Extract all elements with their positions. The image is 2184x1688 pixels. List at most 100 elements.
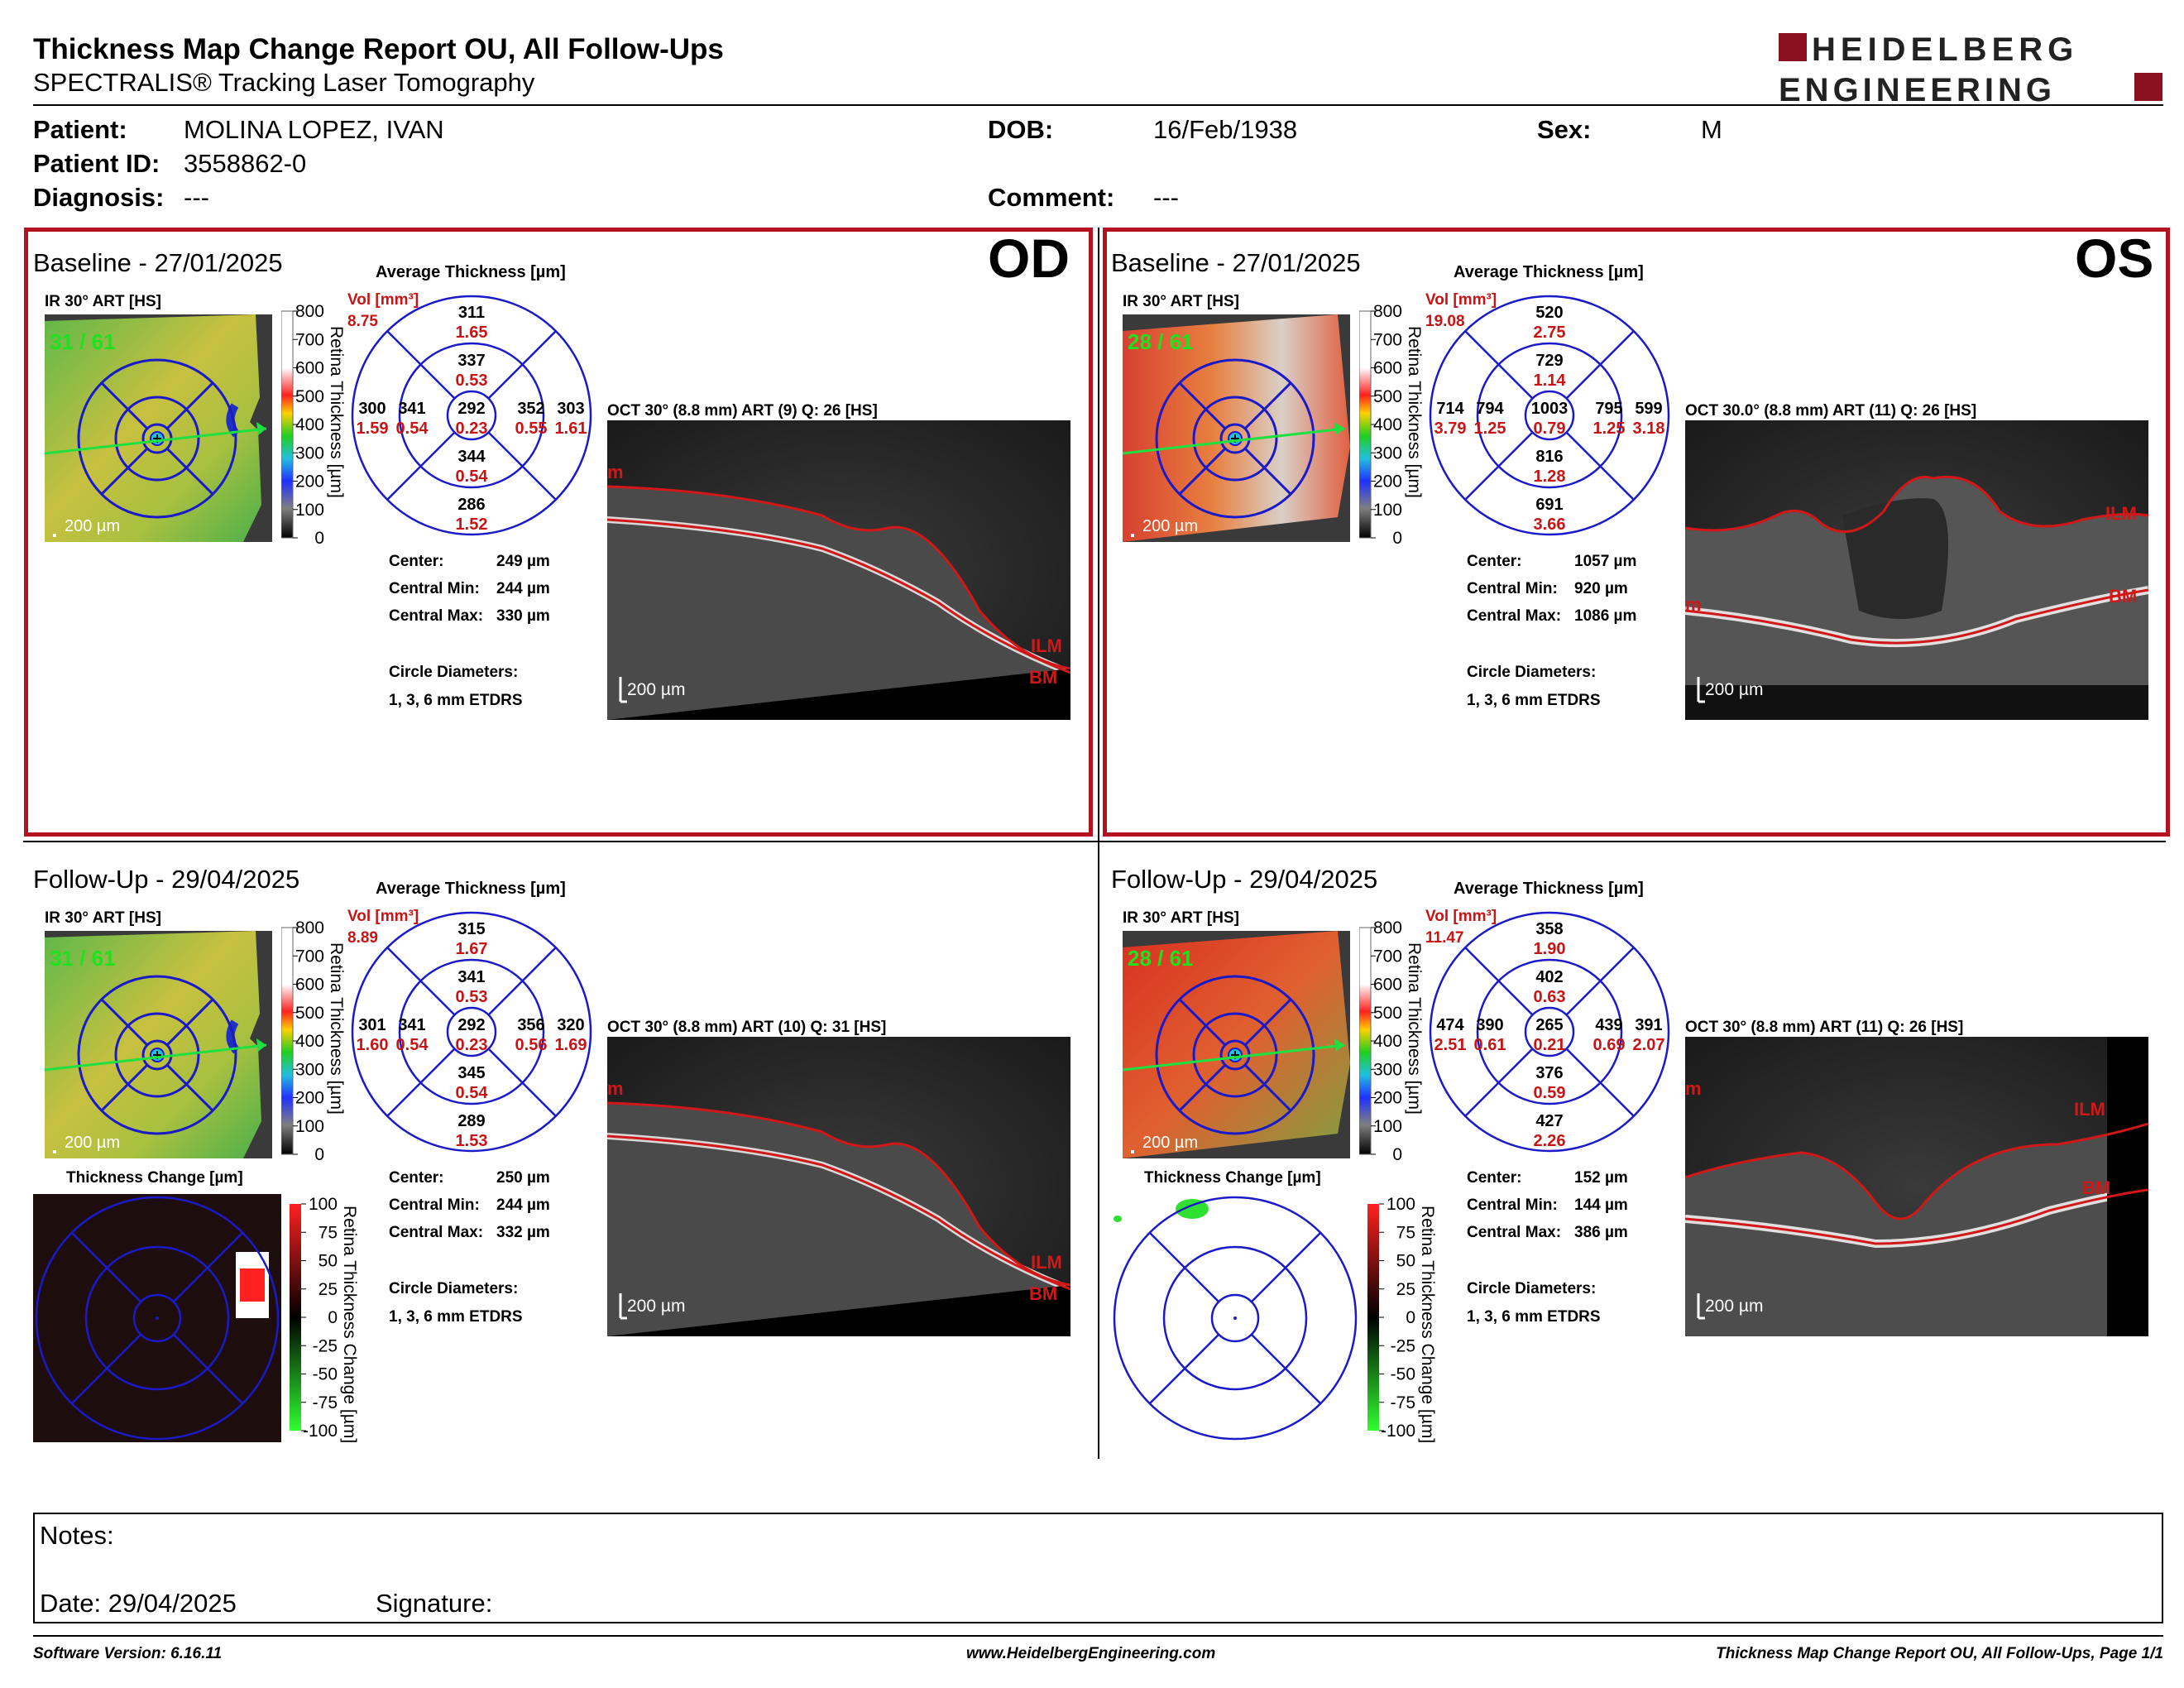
frame-count: 28 / 61 — [1128, 946, 1194, 971]
frame-count: 28 / 61 — [1128, 329, 1194, 354]
ir-label: IR 30° ART [HS] — [1123, 293, 1239, 310]
change-scale-tick: 50 — [1396, 1252, 1415, 1271]
stat-label: Central Max: — [1467, 607, 1562, 625]
scale-tick: 300 — [1373, 444, 1402, 463]
sector-volume-left-inner: 1.25 — [1474, 420, 1506, 438]
avg-thickness-title: Average Thickness [µm] — [1454, 880, 1644, 898]
notes-label: Notes: — [40, 1521, 114, 1550]
thickness-change-title: Thickness Change [µm] — [66, 1169, 243, 1187]
thickness-map-image[interactable]: 28 / 61 200 µm — [1123, 931, 1350, 1158]
stat-label: Central Min: — [1467, 1196, 1558, 1214]
sector-volume-right-inner: 0.69 — [1593, 1036, 1626, 1054]
sector-volume-right-outer: 3.18 — [1633, 420, 1665, 438]
sector-volume-right-inner: 0.56 — [515, 1036, 548, 1054]
stat-label: Central Min: — [389, 1196, 480, 1214]
scale-tick: 300 — [1373, 1060, 1402, 1079]
sector-thickness-left-outer: 301 — [358, 1016, 386, 1034]
sector-volume-bottom-outer: 3.66 — [1534, 516, 1566, 534]
change-scale-tick: -50 — [313, 1365, 338, 1384]
os-baseline-frame — [1103, 228, 2170, 837]
scale-tick: 500 — [295, 1004, 324, 1023]
ir-label: IR 30° ART [HS] — [45, 909, 161, 927]
bm-label: BM — [2082, 1177, 2110, 1198]
os-eye-label: OS — [2075, 228, 2154, 289]
website: www.HeidelbergEngineering.com — [966, 1645, 1216, 1662]
sector-thickness-bottom-outer: 286 — [457, 496, 485, 514]
etdrs-grid[interactable]: 520 2.75 729 1.14 1003 0.79 816 1.28 691 3.66 714 3… — [1425, 290, 1674, 538]
comment-label: Comment: — [988, 183, 1115, 212]
thickness-map-image[interactable]: 28 / 61 200 µm — [1123, 314, 1350, 542]
circle-diameters-label: Circle Diameters: — [1467, 664, 1597, 681]
scale-tick: 400 — [295, 1032, 324, 1051]
scale-tick: 0 — [1392, 1145, 1402, 1164]
scale-bar-label: 200 µm — [65, 1134, 120, 1152]
scale-tick: 0 — [314, 529, 324, 548]
sector-volume-bottom-inner: 1.28 — [1534, 468, 1566, 486]
stat-label: Center: — [389, 553, 444, 570]
etdrs-grid[interactable]: 358 1.90 402 0.63 265 0.21 376 0.59 427 2.26 474 2.… — [1425, 906, 1674, 1154]
scale-tick: 400 — [1373, 415, 1402, 434]
total-volume: 8.75 — [347, 313, 378, 330]
oct-bscan-image[interactable]: 200 µm ILM BM m — [607, 420, 1070, 720]
oct-bscan-image[interactable]: 200 µm ILM BM m — [1685, 1037, 2148, 1336]
ilm-edge-label: m — [607, 1078, 624, 1099]
scale-axis-label: Retina Thickness [µm] — [1405, 326, 1424, 498]
scale-tick: 500 — [295, 387, 324, 406]
change-scale-tick: 50 — [318, 1252, 338, 1271]
avg-thickness-title: Average Thickness [µm] — [376, 880, 566, 898]
software-version: Software Version: 6.16.11 — [33, 1645, 223, 1662]
thickness-map-image[interactable]: 31 / 61 200 µm — [45, 314, 272, 542]
sector-thickness-bottom-inner: 344 — [457, 448, 486, 466]
notes-box[interactable] — [33, 1513, 2163, 1623]
patient-id-label: Patient ID: — [33, 149, 160, 178]
sector-volume-right-inner: 1.25 — [1593, 420, 1626, 438]
oct-bscan-image[interactable]: 200 µm ILM BM m — [1685, 420, 2148, 720]
oct-label: OCT 30° (8.8 mm) ART (11) Q: 26 [HS] — [1685, 1019, 1964, 1036]
sector-thickness-top-inner: 402 — [1535, 968, 1563, 986]
change-color-scale: 100 75 50 25 0 -25 -50 -75 -100 Retina Thickness … — [1367, 1195, 1437, 1443]
bm-label: BM — [1029, 1283, 1057, 1304]
stat-value: 244 µm — [496, 1196, 550, 1214]
vol-label: Vol [mm³] — [347, 908, 419, 925]
stat-value: 330 µm — [496, 607, 550, 625]
sector-volume-left-outer: 1.59 — [357, 420, 389, 438]
scale-axis-label: Retina Thickness [µm] — [327, 326, 346, 498]
sector-volume-center: 0.23 — [456, 420, 488, 438]
sector-thickness-top-outer: 520 — [1535, 304, 1563, 322]
change-scale-tick: 100 — [309, 1195, 338, 1214]
scale-tick: 200 — [295, 472, 324, 492]
etdrs-grid[interactable]: 311 1.65 337 0.53 292 0.23 344 0.54 286 1.52 300 1.… — [347, 290, 596, 538]
panel-title: Baseline - 27/01/2025 — [1111, 248, 1361, 277]
patient-name: MOLINA LOPEZ, IVAN — [184, 115, 444, 144]
od-baseline-frame — [24, 228, 1093, 837]
thickness-change-map[interactable] — [33, 1194, 281, 1442]
circle-diameters-value: 1, 3, 6 mm ETDRS — [1467, 692, 1601, 709]
panel-title: Baseline - 27/01/2025 — [33, 248, 283, 277]
sector-volume-top-outer: 1.65 — [456, 324, 488, 342]
scale-tick: 600 — [1373, 976, 1402, 995]
sector-thickness-right-inner: 795 — [1595, 400, 1622, 418]
scale-tick: 800 — [1373, 918, 1402, 938]
sector-volume-bottom-inner: 0.54 — [456, 1084, 489, 1102]
thickness-map-image[interactable]: 31 / 61 200 µm — [45, 931, 272, 1158]
sector-volume-center: 0.23 — [456, 1036, 488, 1054]
panel-title: Follow-Up - 29/04/2025 — [1111, 865, 1378, 894]
thickness-change-title: Thickness Change [µm] — [1144, 1169, 1321, 1187]
oct-label: OCT 30.0° (8.8 mm) ART (11) Q: 26 [HS] — [1685, 402, 1977, 420]
oct-label: OCT 30° (8.8 mm) ART (10) Q: 31 [HS] — [607, 1019, 887, 1036]
sector-volume-bottom-outer: 1.53 — [456, 1132, 488, 1150]
change-scale-tick: 100 — [1387, 1195, 1415, 1214]
ilm-edge-label: m — [1685, 594, 1702, 615]
oct-bscan-image[interactable]: 200 µm ILM BM m — [607, 1037, 1070, 1336]
etdrs-grid[interactable]: 315 1.67 341 0.53 292 0.23 345 0.54 289 1.53 301 1.… — [347, 906, 596, 1154]
change-scale-tick: 25 — [318, 1280, 338, 1299]
circle-diameters-value: 1, 3, 6 mm ETDRS — [1467, 1308, 1601, 1326]
ilm-label: ILM — [2074, 1099, 2105, 1120]
circle-diameters-value: 1, 3, 6 mm ETDRS — [389, 1308, 523, 1326]
scale-tick: 600 — [295, 976, 324, 995]
sector-thickness-left-inner: 390 — [1476, 1016, 1503, 1034]
thickness-change-map[interactable] — [1111, 1194, 1359, 1442]
sector-thickness-top-inner: 729 — [1535, 352, 1563, 370]
sector-thickness-right-outer: 391 — [1635, 1016, 1662, 1034]
sector-volume-bottom-outer: 1.52 — [456, 516, 488, 534]
